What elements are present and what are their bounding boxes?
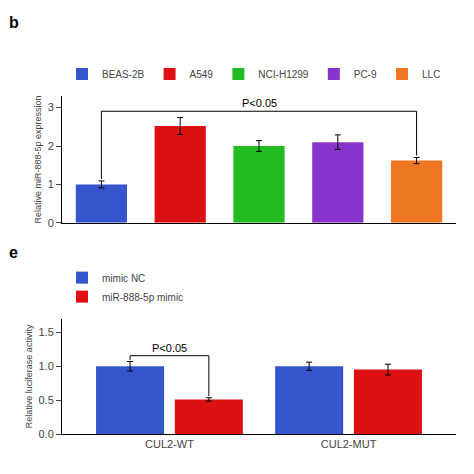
svg-text:miR-888-5p mimic: miR-888-5p mimic [102,292,183,303]
svg-text:PC-9: PC-9 [354,69,377,80]
svg-text:0.5: 0.5 [39,394,54,406]
svg-text:0: 0 [48,217,54,229]
svg-text:NCI-H1299: NCI-H1299 [258,69,308,80]
svg-text:Relative miR-888-5p expression: Relative miR-888-5p expression [33,95,43,223]
svg-text:P<0.05: P<0.05 [152,342,187,354]
svg-text:P<0.05: P<0.05 [242,97,277,109]
svg-text:e: e [9,244,18,261]
svg-text:CUL2-WT: CUL2-WT [145,438,194,450]
svg-text:BEAS-2B: BEAS-2B [102,69,145,80]
svg-text:1.5: 1.5 [39,326,54,338]
svg-text:A549: A549 [190,69,214,80]
svg-text:1: 1 [48,178,54,190]
svg-text:mimic NC: mimic NC [102,273,145,284]
svg-text:LLC: LLC [422,69,440,80]
svg-text:0.0: 0.0 [39,428,54,440]
svg-text:b: b [9,14,19,31]
svg-text:1.0: 1.0 [39,360,54,372]
svg-text:Relative luciferase activity: Relative luciferase activity [24,324,34,428]
svg-text:3: 3 [48,101,54,113]
svg-text:2: 2 [48,140,54,152]
svg-text:CUL2-MUT: CUL2-MUT [321,438,377,450]
